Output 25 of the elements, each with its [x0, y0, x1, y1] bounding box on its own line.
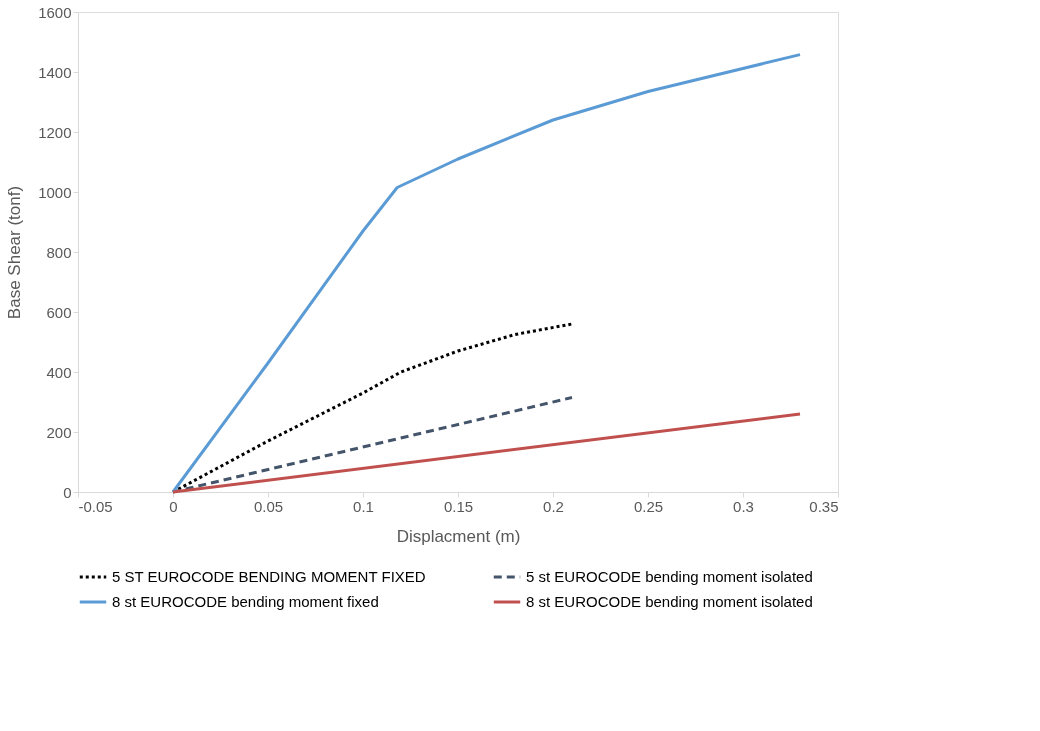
x-tick-label: 0.3 [733, 497, 754, 515]
legend-label: 5 st EUROCODE bending moment isolated [526, 568, 813, 585]
y-tick-label: 1000 [38, 183, 72, 201]
y-tick-label: 200 [46, 423, 72, 441]
x-tick-label: 0.15 [443, 497, 474, 515]
y-tick-label: 0 [63, 483, 72, 501]
line-series [171, 53, 802, 494]
legend-label: 8 st EUROCODE bending moment fixed [112, 593, 379, 610]
legend-label: 5 ST EUROCODE BENDING MOMENT FIXED [112, 568, 426, 585]
x-tick-label: 0.2 [543, 497, 564, 515]
x-tick-label: 0 [169, 497, 178, 515]
y-tick-label: 1600 [38, 3, 72, 21]
y-tick-label: 1200 [38, 123, 72, 141]
x-axis-title: Displacment (m) [396, 526, 521, 546]
y-tick-label: 800 [46, 243, 72, 261]
x-tick-label: 0.35 [809, 497, 839, 515]
x-tick-label: 0.25 [633, 497, 664, 515]
legend-label: 8 st EUROCODE bending moment isolated [526, 593, 813, 610]
x-tick-label: -0.05 [78, 497, 113, 515]
y-tick-label: 1400 [38, 63, 72, 81]
y-tick-label: 400 [46, 363, 72, 381]
y-tick-label: 600 [46, 303, 72, 321]
x-tick-label: 0.1 [353, 497, 374, 515]
y-axis-title: Base Shear (tonf) [5, 185, 25, 320]
x-tick-label: 0.05 [253, 497, 284, 515]
